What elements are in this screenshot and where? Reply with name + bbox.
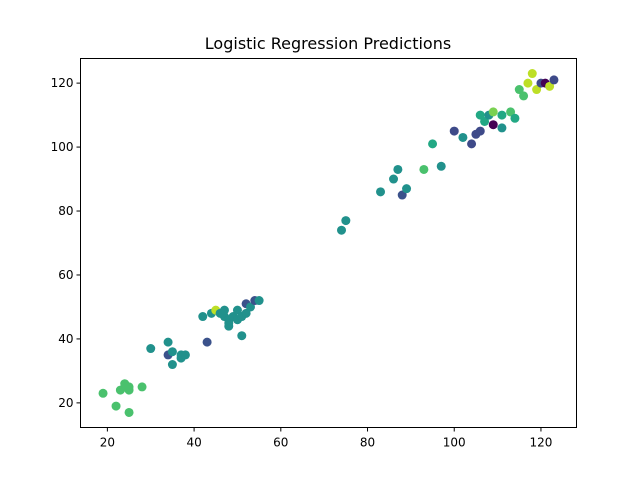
- data-point: [506, 107, 516, 117]
- data-point: [475, 126, 485, 136]
- data-point: [523, 78, 533, 88]
- x-tick-label: 100: [443, 436, 466, 450]
- y-axis: 20 40 60 80 100 120: [51, 76, 81, 410]
- x-tick-label: 40: [186, 436, 201, 450]
- data-point: [124, 382, 134, 392]
- data-point: [245, 302, 255, 312]
- y-tick-label: 20: [58, 396, 73, 410]
- x-axis: 20 40 60 80 100 120: [100, 427, 552, 450]
- data-point: [488, 120, 498, 130]
- data-point: [341, 216, 351, 226]
- data-point: [180, 350, 190, 360]
- data-point: [167, 347, 177, 357]
- data-point: [124, 407, 134, 417]
- data-point: [254, 296, 264, 306]
- points-layer: [98, 69, 559, 417]
- data-point: [241, 308, 251, 318]
- data-point: [428, 139, 438, 149]
- data-point: [488, 107, 498, 117]
- data-point: [514, 85, 524, 95]
- x-tick-label: 60: [273, 436, 288, 450]
- data-point: [519, 91, 529, 101]
- data-point: [497, 110, 507, 120]
- data-point: [224, 318, 234, 328]
- x-tick-label: 80: [360, 436, 375, 450]
- data-point: [98, 388, 108, 398]
- data-point: [527, 69, 537, 79]
- data-point: [549, 75, 559, 85]
- data-point: [402, 184, 412, 194]
- data-point: [458, 132, 468, 142]
- data-point: [436, 161, 446, 171]
- data-point: [137, 382, 147, 392]
- y-tick-label: 60: [58, 268, 73, 282]
- data-point: [545, 81, 555, 91]
- data-point: [111, 401, 121, 411]
- y-tick-label: 120: [51, 76, 74, 90]
- data-point: [532, 85, 542, 95]
- data-point: [475, 110, 485, 120]
- data-point: [163, 337, 173, 347]
- data-point: [232, 305, 242, 315]
- data-point: [376, 187, 386, 197]
- data-point: [497, 123, 507, 133]
- data-point: [198, 312, 208, 322]
- data-point: [397, 190, 407, 200]
- x-tick-label: 20: [100, 436, 115, 450]
- plot-frame: [80, 58, 577, 428]
- data-point: [219, 305, 229, 315]
- data-point: [337, 225, 347, 235]
- data-point: [419, 164, 429, 174]
- data-point: [393, 164, 403, 174]
- data-point: [480, 116, 490, 126]
- data-point: [449, 126, 459, 136]
- data-point: [467, 139, 477, 149]
- data-point: [389, 174, 399, 184]
- data-point: [202, 337, 212, 347]
- y-tick-label: 100: [51, 140, 74, 154]
- data-point: [167, 360, 177, 370]
- y-tick-label: 40: [58, 332, 73, 346]
- chart-title: Logistic Regression Predictions: [205, 34, 451, 53]
- x-tick-label: 120: [529, 436, 552, 450]
- y-tick-label: 80: [58, 204, 73, 218]
- data-point: [237, 331, 247, 341]
- data-point: [510, 113, 520, 123]
- data-point: [146, 344, 156, 354]
